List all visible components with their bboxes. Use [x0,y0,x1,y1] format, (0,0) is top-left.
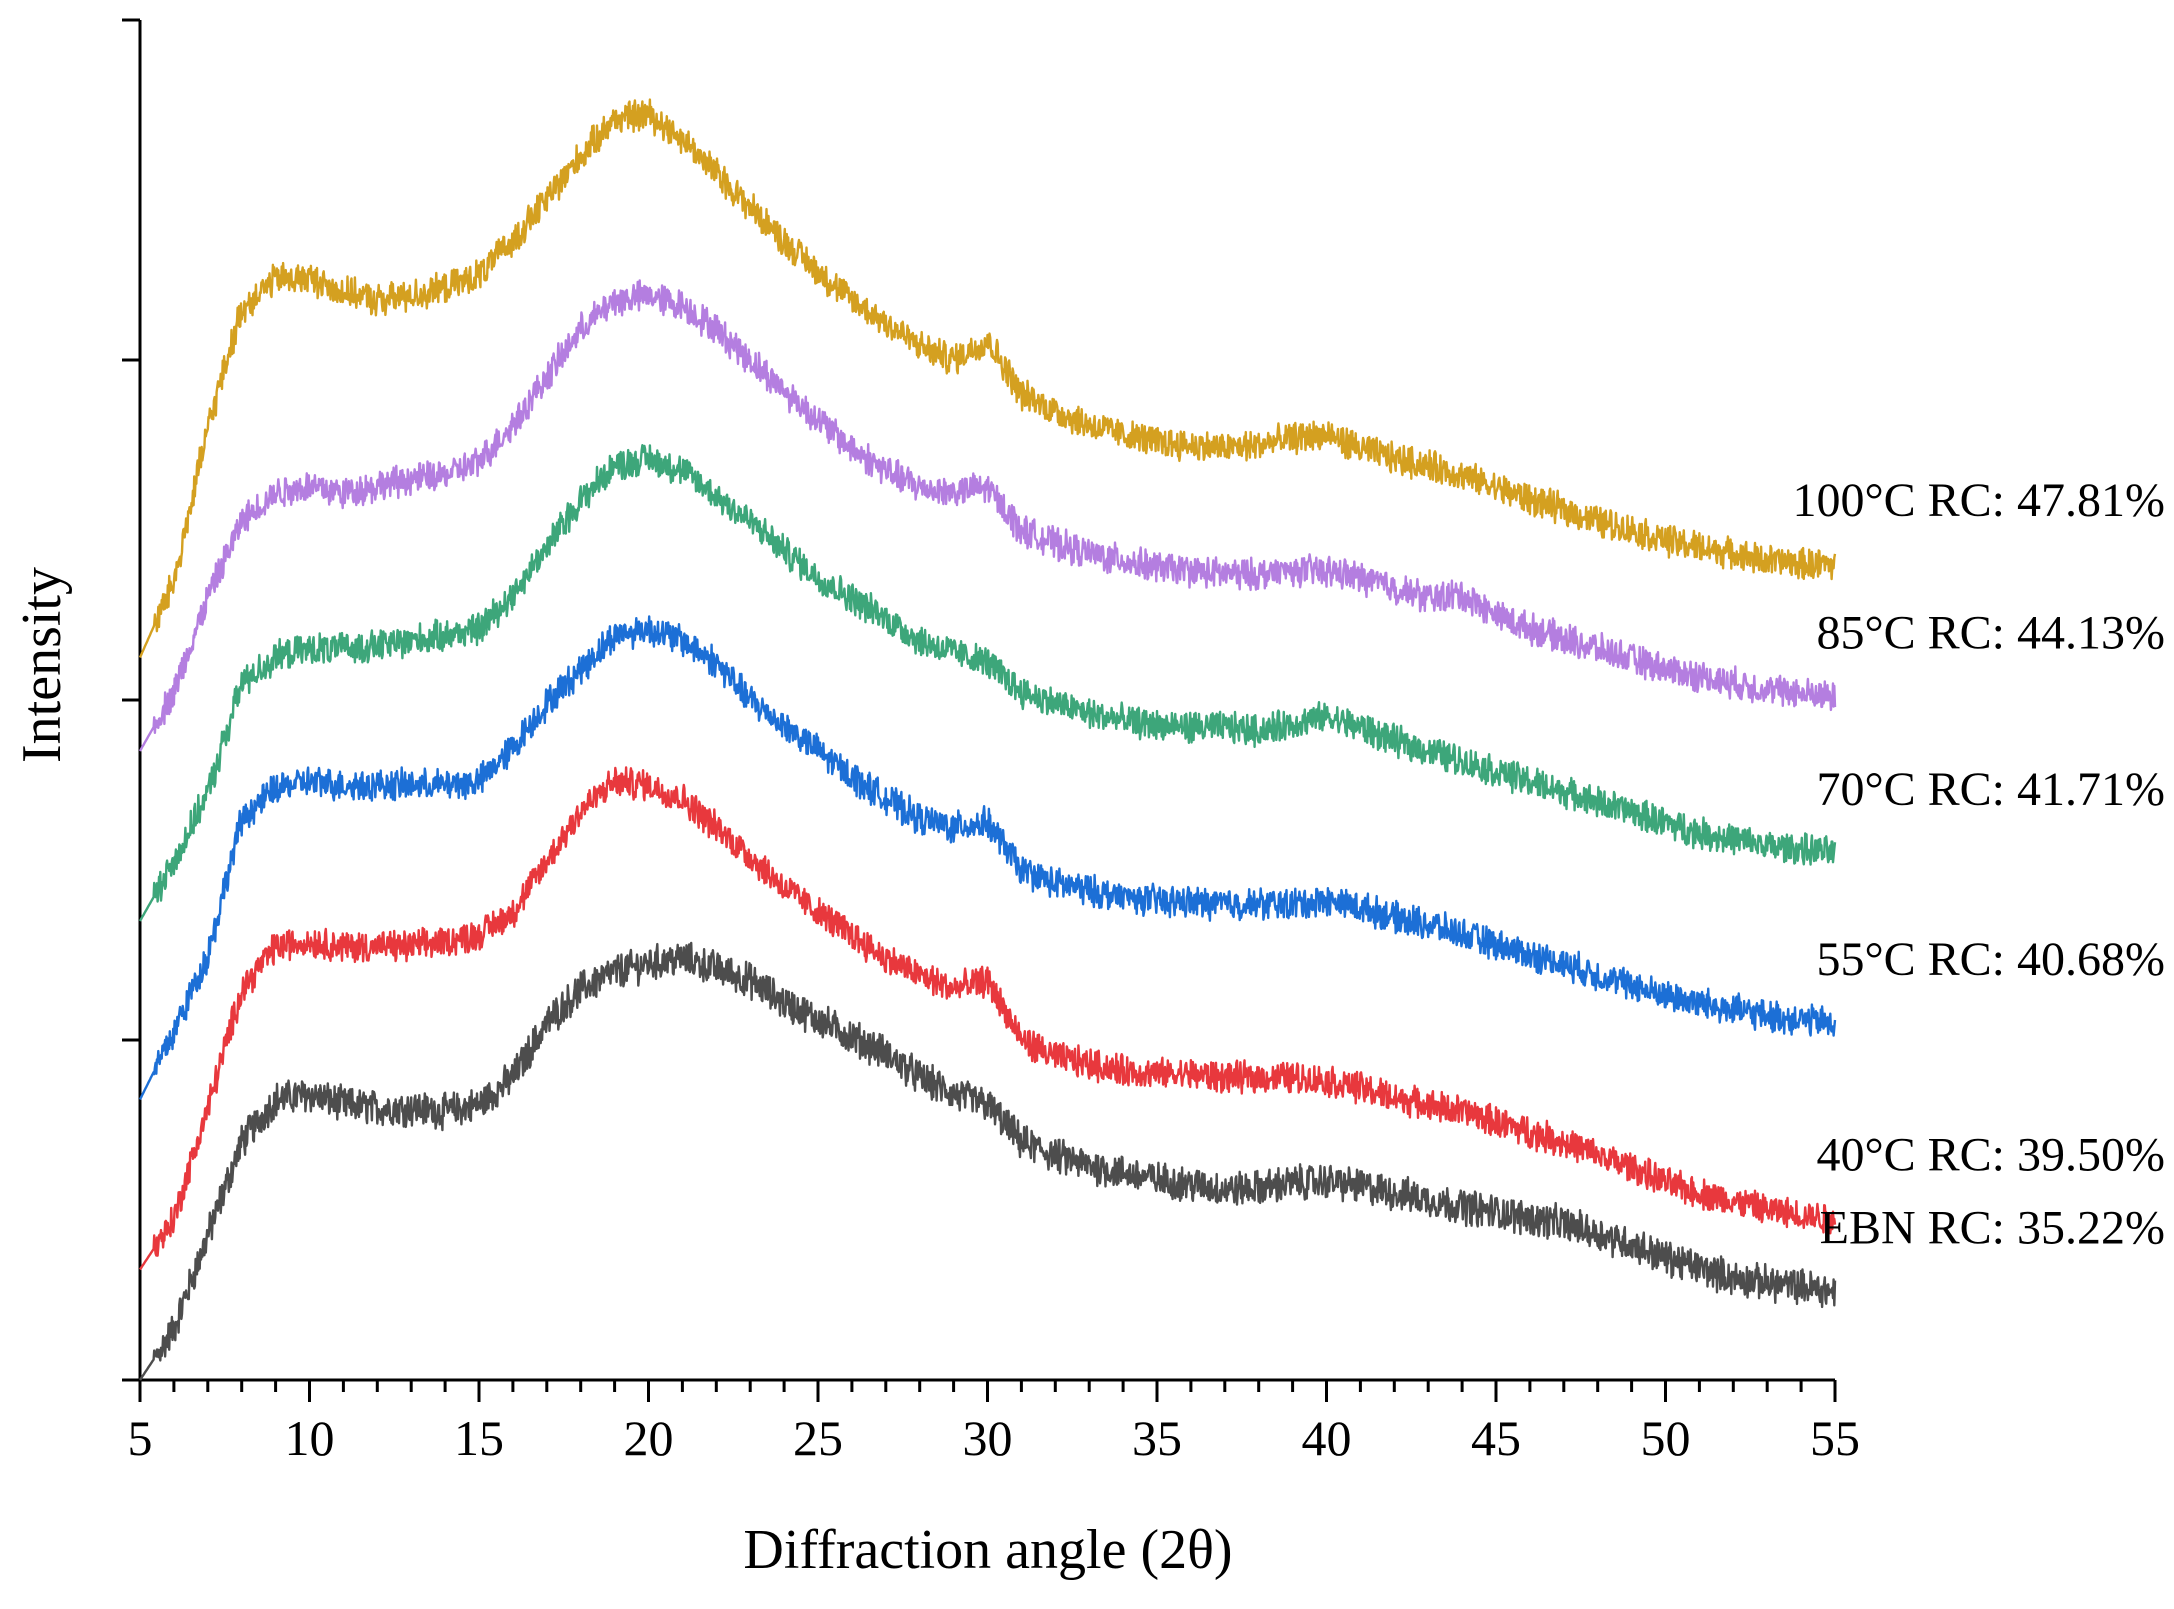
axes [138,20,1835,1382]
series-label: 70°C RC: 41.71% [1816,763,2165,816]
x-tick-label: 5 [128,1410,153,1466]
x-axis-title: Diffraction angle (2θ) [743,1519,1232,1581]
series-labels: EBN RC: 35.22% 40°C RC: 39.50% 55°C RC: 40… [1792,474,2165,1255]
series-line-3 [138,444,1837,922]
series-line-1 [139,766,1837,1271]
series-line-0 [139,941,1837,1381]
x-tick-label: 50 [1641,1410,1691,1466]
series-label: EBN RC: 35.22% [1820,1202,2165,1255]
x-tick-label: 10 [285,1410,335,1466]
x-tick-label: 25 [793,1410,843,1466]
series-lines [138,98,1837,1381]
y-axis-title: Intensity [11,567,73,763]
series-label: 100°C RC: 47.81% [1792,474,2165,527]
series-line-5 [138,98,1837,659]
series-label: 40°C RC: 39.50% [1816,1129,2165,1182]
x-tick-label: 20 [624,1410,674,1466]
series-label: 55°C RC: 40.68% [1816,933,2165,986]
x-tick-label: 30 [963,1410,1013,1466]
series-label: 85°C RC: 44.13% [1816,607,2165,660]
x-tick-label: 40 [1302,1410,1352,1466]
x-tick-label: 35 [1132,1410,1182,1466]
x-tick-label: 55 [1810,1410,1860,1466]
x-tick-labels: 5 10 15 20 25 30 35 40 45 50 55 [128,1410,1861,1466]
ticks [122,18,1837,1402]
x-tick-label: 45 [1471,1410,1521,1466]
series-line-4 [138,279,1837,752]
series-line-2 [138,615,1837,1101]
x-tick-label: 15 [454,1410,504,1466]
